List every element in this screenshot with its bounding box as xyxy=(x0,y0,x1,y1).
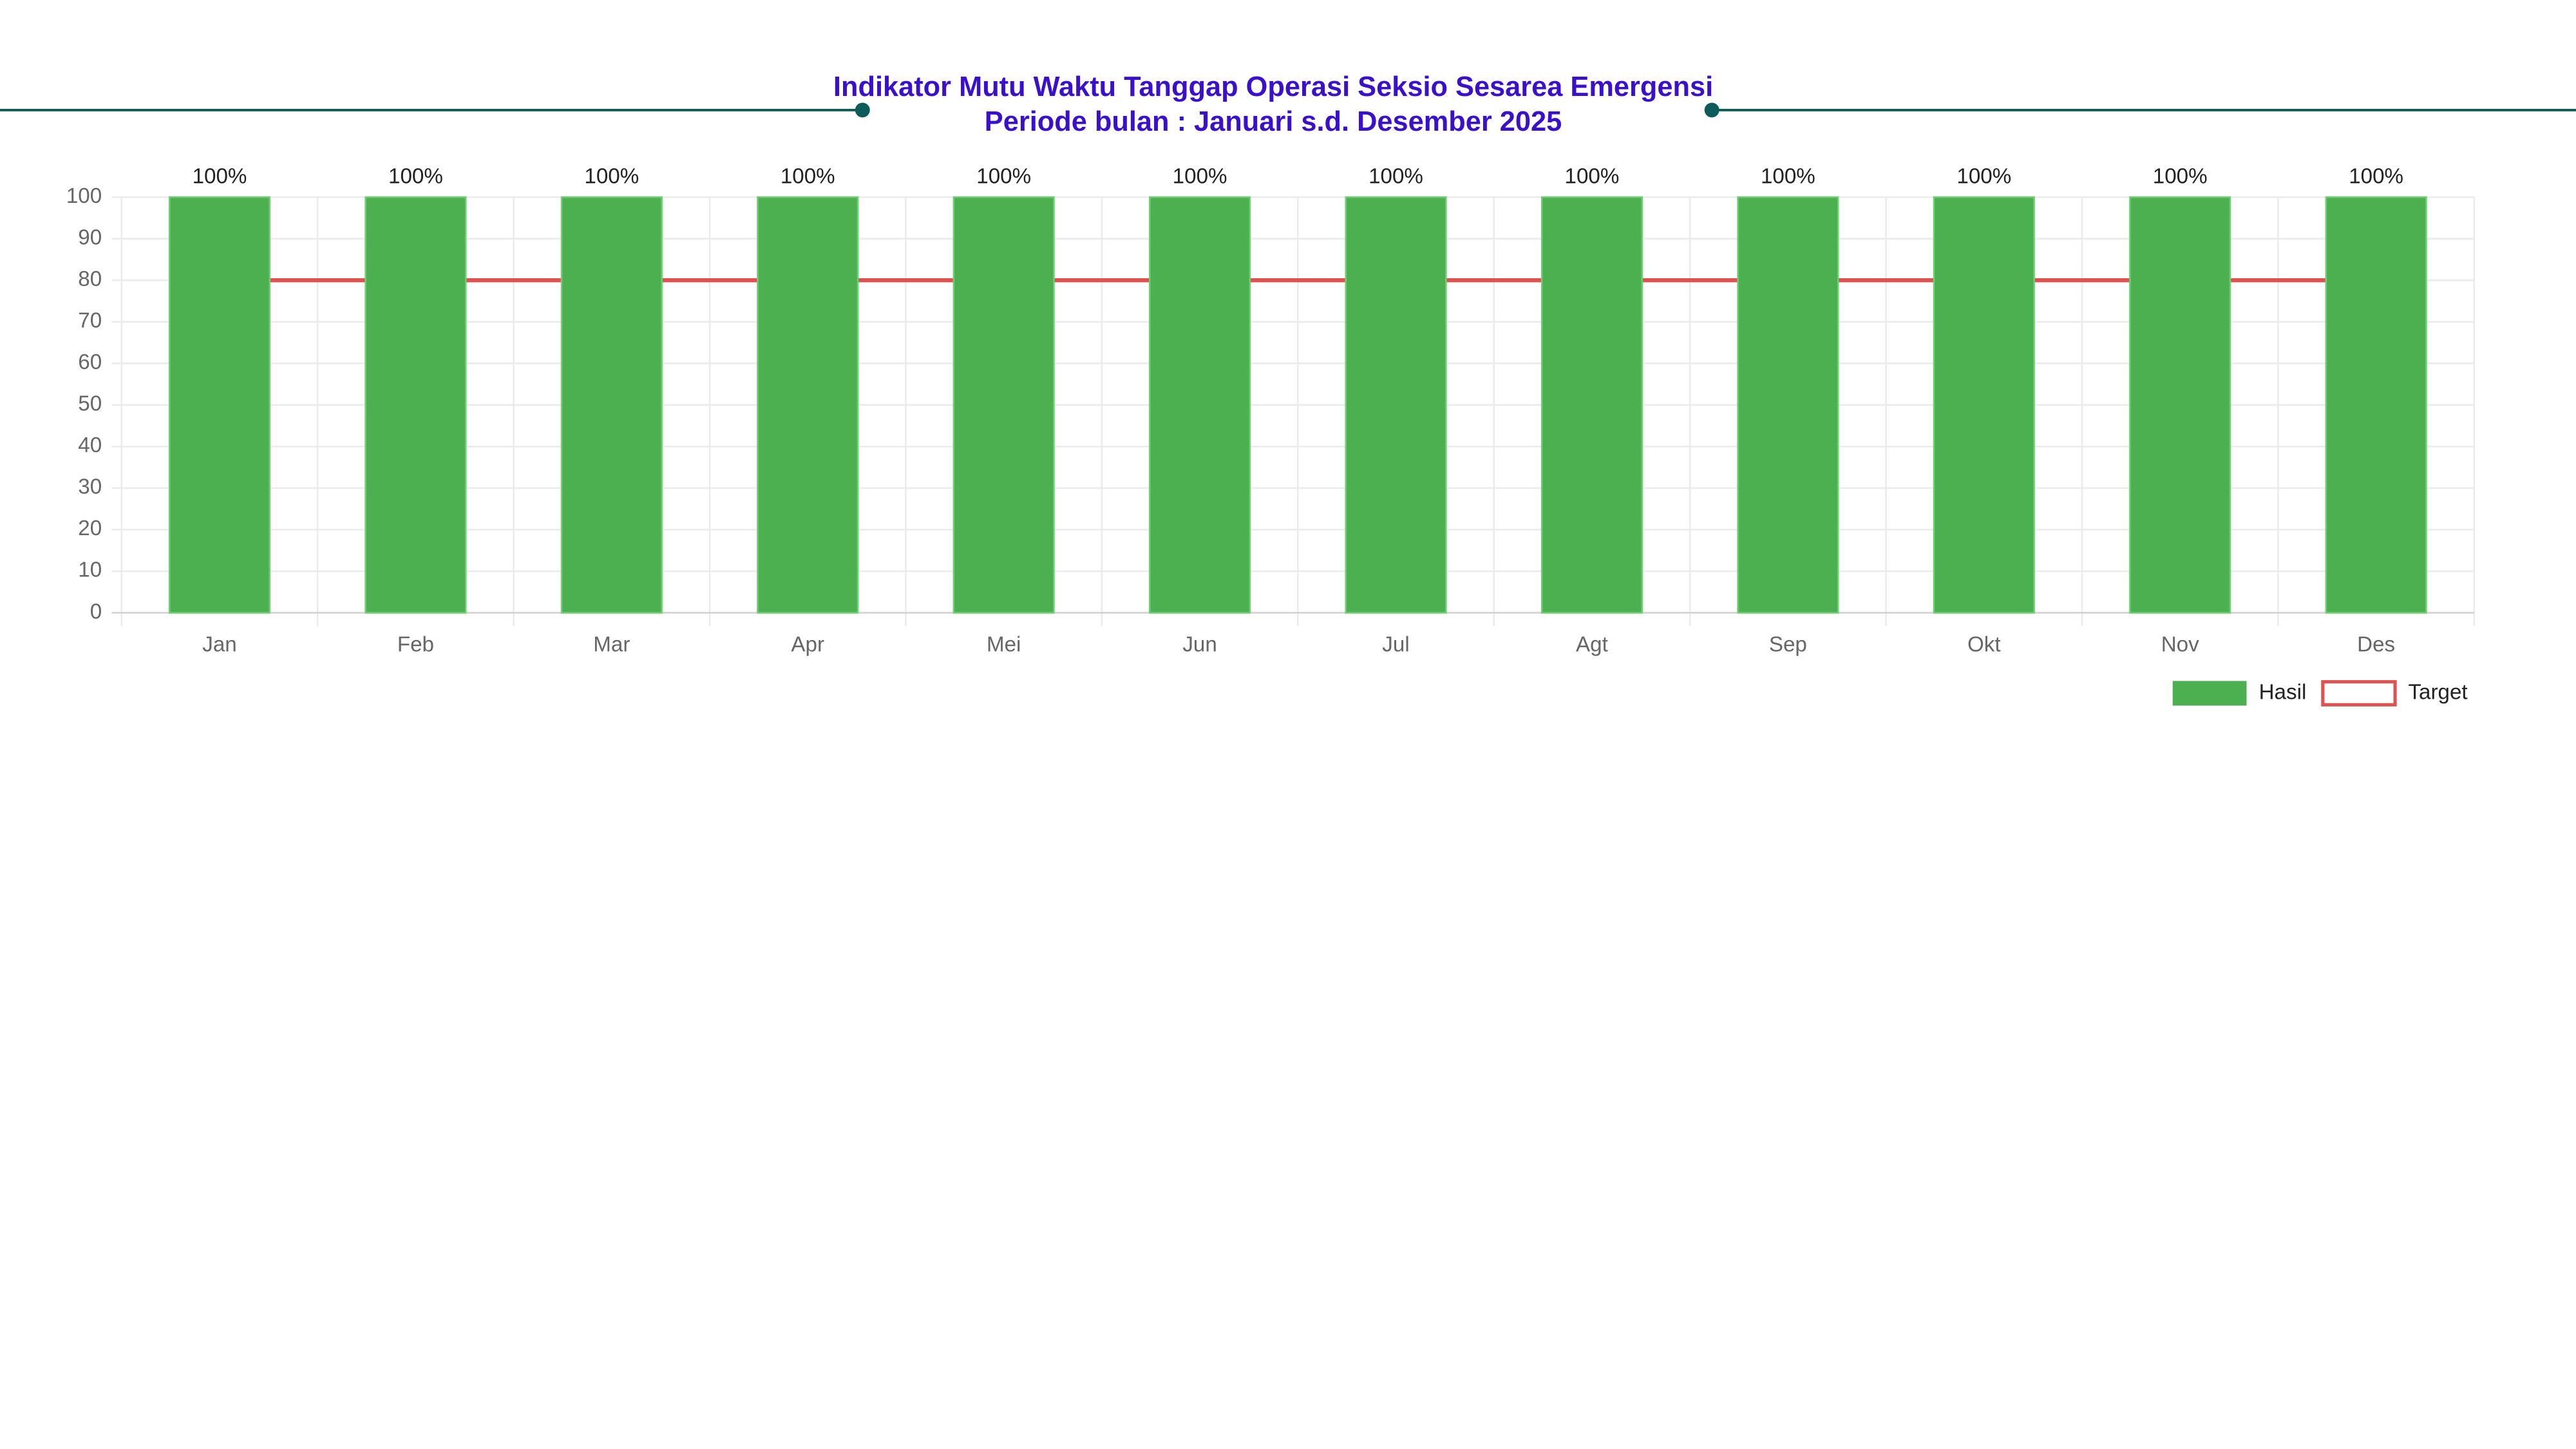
title-rule-dot xyxy=(855,102,870,118)
x-tick-label: Apr xyxy=(791,632,824,656)
bar xyxy=(560,196,663,614)
value-label: 100% xyxy=(193,164,247,188)
legend-label: Target xyxy=(2408,680,2467,704)
bar xyxy=(1933,196,2035,614)
bar xyxy=(2325,196,2427,614)
value-label: 100% xyxy=(1173,164,1227,188)
x-tick-label: Feb xyxy=(397,632,434,656)
value-label: 100% xyxy=(2153,164,2208,188)
bar xyxy=(365,196,467,614)
bar xyxy=(757,196,859,614)
y-tick-label: 0 xyxy=(90,600,102,623)
value-label: 100% xyxy=(1368,164,1423,188)
y-tick-label: 100 xyxy=(66,184,102,208)
title-rule-dot xyxy=(1704,102,1719,118)
y-tick-label: 30 xyxy=(78,475,102,499)
bar xyxy=(1149,196,1251,614)
x-tick-label: Jun xyxy=(1182,632,1217,656)
value-label: 100% xyxy=(1956,164,2011,188)
y-tick-label: 40 xyxy=(78,433,102,457)
bar xyxy=(952,196,1055,614)
chart-subtitle: Periode bulan : Januari s.d. Desember 20… xyxy=(985,106,1562,137)
legend-swatch xyxy=(2172,681,2247,706)
y-tick-label: 60 xyxy=(78,350,102,374)
value-label: 100% xyxy=(2349,164,2403,188)
x-tick-label: Agt xyxy=(1576,632,1608,656)
x-tick-label: Mei xyxy=(987,632,1021,656)
value-label: 100% xyxy=(1761,164,1815,188)
value-label: 100% xyxy=(388,164,443,188)
x-tick-label: Jul xyxy=(1382,632,1409,656)
value-label: 100% xyxy=(976,164,1031,188)
legend-label: Hasil xyxy=(2259,680,2307,704)
x-tick-label: Sep xyxy=(1769,632,1807,656)
y-tick-label: 50 xyxy=(78,392,102,416)
bar xyxy=(1737,196,1839,614)
y-tick-label: 90 xyxy=(78,225,102,249)
x-tick-label: Nov xyxy=(2161,632,2199,656)
y-tick-label: 20 xyxy=(78,516,102,540)
value-label: 100% xyxy=(584,164,639,188)
y-tick-label: 10 xyxy=(78,558,102,582)
x-tick-label: Jan xyxy=(202,632,236,656)
x-tick-label: Mar xyxy=(593,632,630,656)
bar xyxy=(2129,196,2231,614)
bar xyxy=(1540,196,1643,614)
bar xyxy=(168,196,271,614)
x-tick-label: Des xyxy=(2357,632,2395,656)
x-tick-label: Okt xyxy=(1967,632,2001,656)
y-tick-label: 80 xyxy=(78,267,102,291)
value-label: 100% xyxy=(781,164,835,188)
bar xyxy=(1345,196,1447,614)
chart-title: Indikator Mutu Waktu Tanggap Operasi Sek… xyxy=(833,71,1713,102)
y-tick-label: 70 xyxy=(78,309,102,333)
value-label: 100% xyxy=(1565,164,1620,188)
legend-swatch xyxy=(2321,680,2397,706)
